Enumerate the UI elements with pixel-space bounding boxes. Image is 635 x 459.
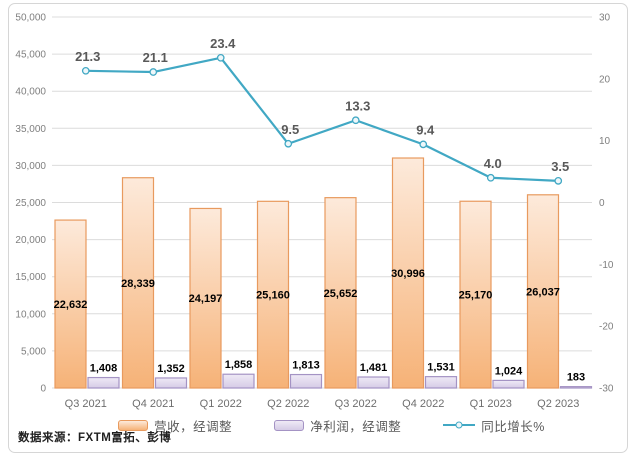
yoy-value-label: 13.3 [345,98,370,113]
revenue-bar [121,177,155,389]
revenue-value-label: 24,197 [189,293,223,305]
net-profit-bar [289,373,323,389]
net-profit-bar [424,376,458,389]
revenue-value-label: 25,170 [459,290,493,302]
x-axis-category-label: Q4 2022 [402,398,444,410]
revenue-value-label: 30,996 [391,268,425,280]
left-axis-tick-label: 20,000 [15,235,46,246]
revenue-bar [256,200,290,389]
legend-label-net-profit: 净利润，经调整 [310,419,402,434]
legend: 营收，经调整 净利润，经调整 同比增长% [14,415,635,435]
right-axis-tick-label: 30 [599,13,611,24]
yoy-value-label: 21.3 [75,49,100,64]
yoy-data-point-marker [486,173,495,182]
left-axis-tick-label: 15,000 [15,272,46,283]
yoy-data-point-marker [216,53,225,62]
revenue-value-label: 22,632 [54,299,88,311]
x-axis-category-label: Q1 2023 [470,398,512,410]
yoy-value-label: 3.5 [551,159,569,174]
yoy-value-label: 4.0 [484,156,502,171]
net-profit-value-label: 1,481 [360,362,388,374]
revenue-bar [54,219,87,389]
left-axis-tick-label: 50,000 [15,13,46,24]
net-profit-bar [154,377,188,389]
left-axis-tick-label: 5,000 [21,346,46,357]
net-profit-value-label: 1,858 [225,359,253,371]
right-axis-tick-label: -10 [599,260,614,271]
net-profit-value-label: 183 [567,372,585,384]
yoy-data-point-marker [284,139,293,148]
legend-item-revenue: 营收，经调整 [118,416,232,435]
net-profit-value-label: 1,813 [292,360,320,372]
revenue-bar [459,200,492,389]
left-axis-tick-label: 25,000 [15,198,46,209]
net-profit-bar [492,379,525,389]
yoy-data-point-marker [81,66,90,75]
x-axis-category-label: Q3 2021 [65,398,107,410]
net-profit-value-label: 1,352 [157,363,185,375]
x-axis-category-label: Q1 2022 [200,398,242,410]
x-axis-category-label: Q3 2022 [335,398,377,410]
legend-item-yoy-growth: 同比增长% [443,416,545,435]
net-profit-value-label: 1,531 [427,362,455,374]
left-axis-tick-label: 30,000 [15,161,46,172]
left-axis-tick-label: 10,000 [15,309,46,320]
source-note: 数据来源：FXTM富拓、彭博 [18,432,172,444]
net-profit-swatch-icon [274,419,305,431]
x-axis-category-label: Q4 2021 [132,398,174,410]
x-axis-category-label: Q2 2022 [267,398,309,410]
revenue-bar [189,207,222,389]
right-axis-tick-label: -20 [599,322,614,333]
yoy-data-point-marker [149,68,158,76]
revenue-bar [391,157,425,389]
revenue-bar [526,194,560,389]
legend-item-net-profit: 净利润，经调整 [274,416,401,435]
x-axis-category-label: Q2 2023 [537,398,579,410]
net-profit-bar [222,373,255,389]
yoy-value-label: 23.4 [210,36,236,51]
legend-label-revenue: 营收，经调整 [154,419,233,434]
yoy-data-point-marker [554,177,563,185]
right-axis-tick-label: 10 [599,136,611,147]
revenue-bar [324,197,357,389]
revenue-value-label: 25,652 [324,288,358,300]
net-profit-bar [357,376,390,389]
right-axis-tick-label: 0 [599,198,605,209]
yoy-data-point-marker [419,140,428,149]
revenue-value-label: 25,160 [256,290,290,302]
yoy-value-label: 9.5 [281,122,299,137]
right-axis-tick-label: -30 [599,384,614,395]
yoy-value-label: 21.1 [143,50,168,65]
legend-label-yoy-growth: 同比增长% [481,419,545,434]
left-axis-tick-label: 0 [40,384,46,395]
yoy-value-label: 9.4 [416,122,435,137]
right-axis-tick-label: 20 [599,74,611,85]
net-profit-value-label: 1,024 [495,365,523,377]
revenue-swatch-icon [118,419,149,431]
net-profit-bar [87,376,120,389]
revenue-value-label: 28,339 [121,278,155,290]
left-axis-tick-label: 40,000 [15,87,46,98]
net-profit-value-label: 1,408 [90,363,118,375]
yoy-line-swatch-icon [443,421,476,429]
yoy-data-point-marker [351,116,360,125]
revenue-value-label: 26,037 [526,286,560,298]
left-axis-tick-label: 35,000 [15,124,46,135]
left-axis-tick-label: 45,000 [15,50,46,61]
net-profit-bar [559,386,593,389]
yoy-marker-icon [455,421,463,429]
yoy-growth-line [85,56,559,182]
